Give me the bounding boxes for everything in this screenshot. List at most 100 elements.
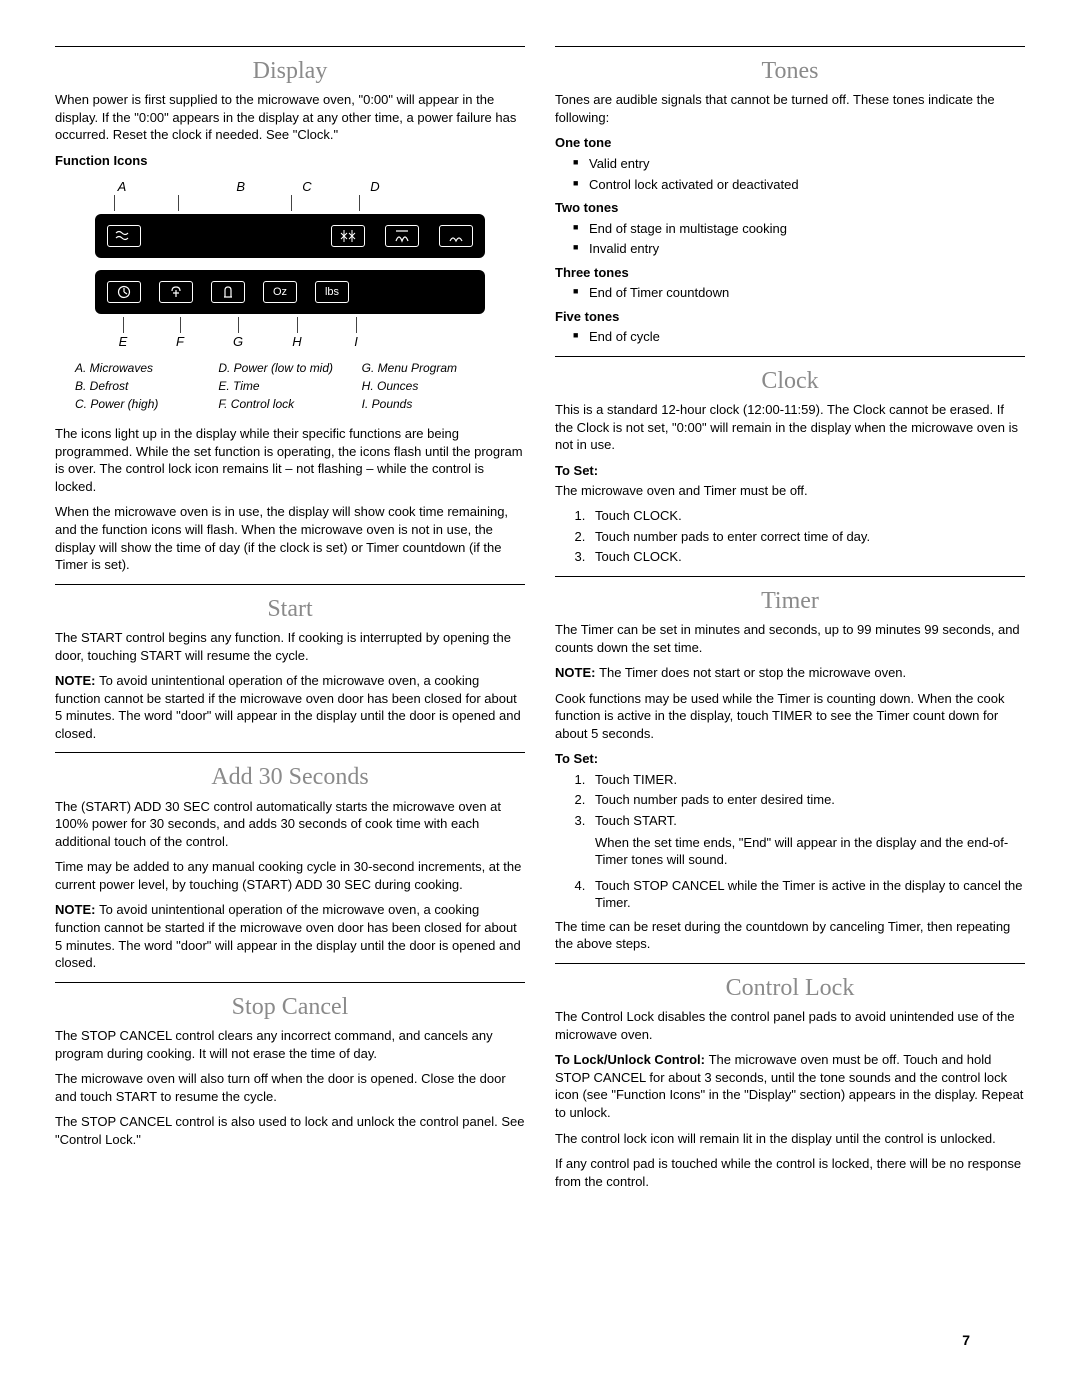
legend-f: F. Control lock <box>218 396 361 412</box>
function-icons-diagram: A B C D Oz lbs E F G H I <box>95 178 485 351</box>
timer-p3: The time can be reset during the countdo… <box>555 918 1025 953</box>
list-item: End of Timer countdown <box>573 284 1025 302</box>
note-prefix: NOTE: <box>55 902 99 917</box>
legend-g: G. Menu Program <box>362 360 505 376</box>
three-tones-heading: Three tones <box>555 264 1025 282</box>
legend-d: D. Power (low to mid) <box>218 360 361 376</box>
divider <box>55 46 525 47</box>
divider <box>55 752 525 753</box>
add30-p2: Time may be added to any manual cooking … <box>55 858 525 893</box>
label-h: H <box>267 333 327 351</box>
list-item: End of cycle <box>573 328 1025 346</box>
lock-p2-bold: To Lock/Unlock Control: <box>555 1052 709 1067</box>
five-tones-list: End of cycle <box>555 328 1025 346</box>
manual-page: Display When power is first supplied to … <box>55 40 1025 1360</box>
divider <box>55 584 525 585</box>
timer-s3b: When the set time ends, "End" will appea… <box>595 834 1025 869</box>
three-tones-list: End of Timer countdown <box>555 284 1025 302</box>
timer-steps: Touch TIMER. Touch number pads to enter … <box>569 771 1025 912</box>
add30-p1: The (START) ADD 30 SEC control automatic… <box>55 798 525 851</box>
time-icon <box>107 281 141 303</box>
timer-note: NOTE: The Timer does not start or stop t… <box>555 664 1025 682</box>
icon-bar-bottom: Oz lbs <box>95 270 485 314</box>
heading-clock: Clock <box>555 365 1025 397</box>
list-item: Touch STOP CANCEL while the Timer is act… <box>589 877 1025 912</box>
right-column: Tones Tones are audible signals that can… <box>555 40 1025 1198</box>
defrost-icon <box>331 225 365 247</box>
list-item: Touch CLOCK. <box>589 507 1025 525</box>
list-item: Control lock activated or deactivated <box>573 176 1025 194</box>
page-number: 7 <box>962 1331 970 1350</box>
lock-p3: The control lock icon will remain lit in… <box>555 1130 1025 1148</box>
control-lock-icon <box>159 281 193 303</box>
list-item: Valid entry <box>573 155 1025 173</box>
label-d: D <box>345 178 405 196</box>
legend-e: E. Time <box>218 378 361 394</box>
note-prefix: NOTE: <box>55 673 99 688</box>
start-p1: The START control begins any function. I… <box>55 629 525 664</box>
lock-p1: The Control Lock disables the control pa… <box>555 1008 1025 1043</box>
list-item: Touch TIMER. <box>589 771 1025 789</box>
divider <box>555 46 1025 47</box>
icon-bar-top <box>95 214 485 258</box>
clock-steps: Touch CLOCK. Touch number pads to enter … <box>569 507 1025 566</box>
stopcancel-p3: The STOP CANCEL control is also used to … <box>55 1113 525 1148</box>
ounces-icon: Oz <box>263 281 297 303</box>
list-item: Touch number pads to enter correct time … <box>589 528 1025 546</box>
label-c: C <box>269 178 345 196</box>
label-g: G <box>209 333 267 351</box>
heading-start: Start <box>55 593 525 625</box>
list-item: Touch number pads to enter desired time. <box>589 791 1025 809</box>
label-a: A <box>95 178 149 196</box>
heading-stopcancel: Stop Cancel <box>55 991 525 1023</box>
legend-c: C. Power (high) <box>75 396 218 412</box>
one-tone-heading: One tone <box>555 134 1025 152</box>
clock-p1: This is a standard 12-hour clock (12:00-… <box>555 401 1025 454</box>
start-note-text: To avoid unintentional operation of the … <box>55 673 521 741</box>
timer-toset: To Set: <box>555 750 1025 768</box>
start-note: NOTE: To avoid unintentional operation o… <box>55 672 525 742</box>
clock-toset-sub: The microwave oven and Timer must be off… <box>555 482 1025 500</box>
power-low-icon <box>439 225 473 247</box>
lock-p4: If any control pad is touched while the … <box>555 1155 1025 1190</box>
display-p1: The icons light up in the display while … <box>55 425 525 495</box>
clock-toset: To Set: <box>555 462 1025 480</box>
microwaves-icon <box>107 225 141 247</box>
heading-control-lock: Control Lock <box>555 972 1025 1004</box>
five-tones-heading: Five tones <box>555 308 1025 326</box>
divider <box>555 963 1025 964</box>
list-item: Invalid entry <box>573 240 1025 258</box>
two-column-layout: Display When power is first supplied to … <box>55 40 1025 1198</box>
note-prefix: NOTE: <box>555 665 599 680</box>
menu-program-icon <box>211 281 245 303</box>
icon-legend: A. Microwaves D. Power (low to mid) G. M… <box>55 355 525 422</box>
two-tones-list: End of stage in multistage cooking Inval… <box>555 220 1025 258</box>
add30-note-text: To avoid unintentional operation of the … <box>55 902 521 970</box>
lock-p2: To Lock/Unlock Control: The microwave ov… <box>555 1051 1025 1121</box>
divider <box>55 982 525 983</box>
display-intro: When power is first supplied to the micr… <box>55 91 525 144</box>
stopcancel-p1: The STOP CANCEL control clears any incor… <box>55 1027 525 1062</box>
two-tones-heading: Two tones <box>555 199 1025 217</box>
list-item: Touch START. When the set time ends, "En… <box>589 812 1025 869</box>
add30-note: NOTE: To avoid unintentional operation o… <box>55 901 525 971</box>
divider <box>555 356 1025 357</box>
timer-s3: Touch START. <box>595 813 677 828</box>
legend-b: B. Defrost <box>75 378 218 394</box>
heading-display: Display <box>55 55 525 87</box>
timer-p1: The Timer can be set in minutes and seco… <box>555 621 1025 656</box>
legend-h: H. Ounces <box>362 378 505 394</box>
legend-a: A. Microwaves <box>75 360 218 376</box>
function-icons-label: Function Icons <box>55 152 525 170</box>
display-p2: When the microwave oven is in use, the d… <box>55 503 525 573</box>
label-f: F <box>151 333 209 351</box>
heading-tones: Tones <box>555 55 1025 87</box>
list-item: End of stage in multistage cooking <box>573 220 1025 238</box>
heading-timer: Timer <box>555 585 1025 617</box>
power-high-icon <box>385 225 419 247</box>
left-column: Display When power is first supplied to … <box>55 40 525 1198</box>
stopcancel-p2: The microwave oven will also turn off wh… <box>55 1070 525 1105</box>
heading-add30: Add 30 Seconds <box>55 761 525 793</box>
label-i: I <box>327 333 385 351</box>
one-tone-list: Valid entry Control lock activated or de… <box>555 155 1025 193</box>
